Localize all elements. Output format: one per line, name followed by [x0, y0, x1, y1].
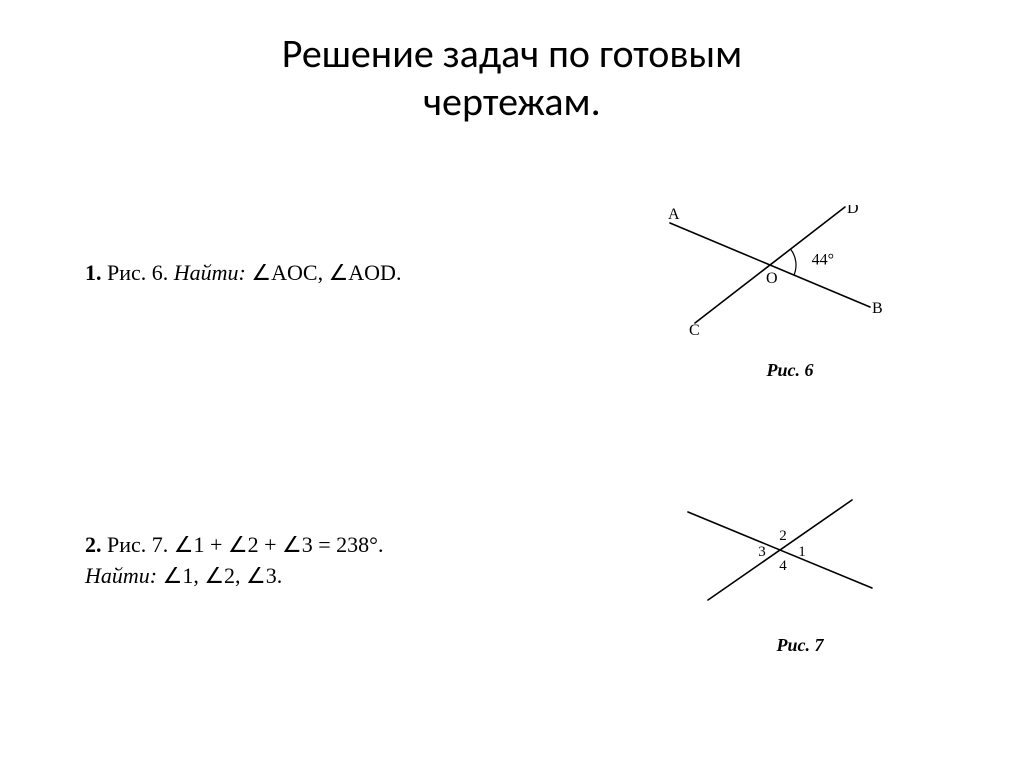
figure-6-caption: Рис. 6	[660, 360, 920, 381]
problem-2-find-label: Найти:	[85, 563, 157, 588]
figure-6: A D C B O 44° Рис. 6	[660, 205, 920, 381]
figure-7: 2 43 1 Рис. 7	[680, 490, 920, 656]
svg-text:4: 4	[779, 558, 787, 574]
page: Решение задач по готовым чертежам. 1. Ри…	[0, 0, 1024, 767]
figure-7-svg: 2 43 1	[680, 490, 890, 630]
problem-2-line-1: 2. Рис. 7. ∠1 + ∠2 + ∠3 = 238°.	[85, 530, 515, 561]
problem-2-given: ∠1 + ∠2 + ∠3 = 238°.	[174, 532, 384, 557]
problem-2-number: 2.	[85, 532, 102, 557]
title-line-1: Решение задач по готовым	[282, 29, 742, 78]
svg-text:44°: 44°	[812, 252, 834, 269]
problem-1-targets: ∠AOC, ∠AOD.	[251, 260, 401, 285]
title-line-2: чертежам.	[423, 77, 600, 126]
svg-text:C: C	[689, 322, 700, 339]
problem-1: 1. Рис. 6. Найти: ∠AOC, ∠AOD.	[85, 258, 515, 289]
svg-text:1: 1	[798, 544, 806, 560]
problem-2-targets: ∠1, ∠2, ∠3.	[163, 563, 283, 588]
svg-text:D: D	[847, 205, 859, 217]
problem-2-ref: Рис. 7.	[107, 532, 168, 557]
figure-6-svg: A D C B O 44°	[660, 205, 890, 355]
svg-text:3: 3	[758, 544, 766, 560]
figure-7-caption: Рис. 7	[680, 635, 920, 656]
problem-1-find-label: Найти:	[174, 260, 246, 285]
problem-2: 2. Рис. 7. ∠1 + ∠2 + ∠3 = 238°. Найти: ∠…	[85, 530, 515, 592]
problem-1-number: 1.	[85, 260, 102, 285]
page-title: Решение задач по готовым чертежам.	[0, 30, 1024, 126]
svg-text:O: O	[766, 270, 778, 287]
svg-text:B: B	[872, 300, 883, 317]
problem-2-line-2: Найти: ∠1, ∠2, ∠3.	[85, 561, 515, 592]
svg-text:A: A	[668, 206, 680, 223]
svg-text:2: 2	[779, 528, 787, 544]
problem-1-ref: Рис. 6.	[107, 260, 168, 285]
